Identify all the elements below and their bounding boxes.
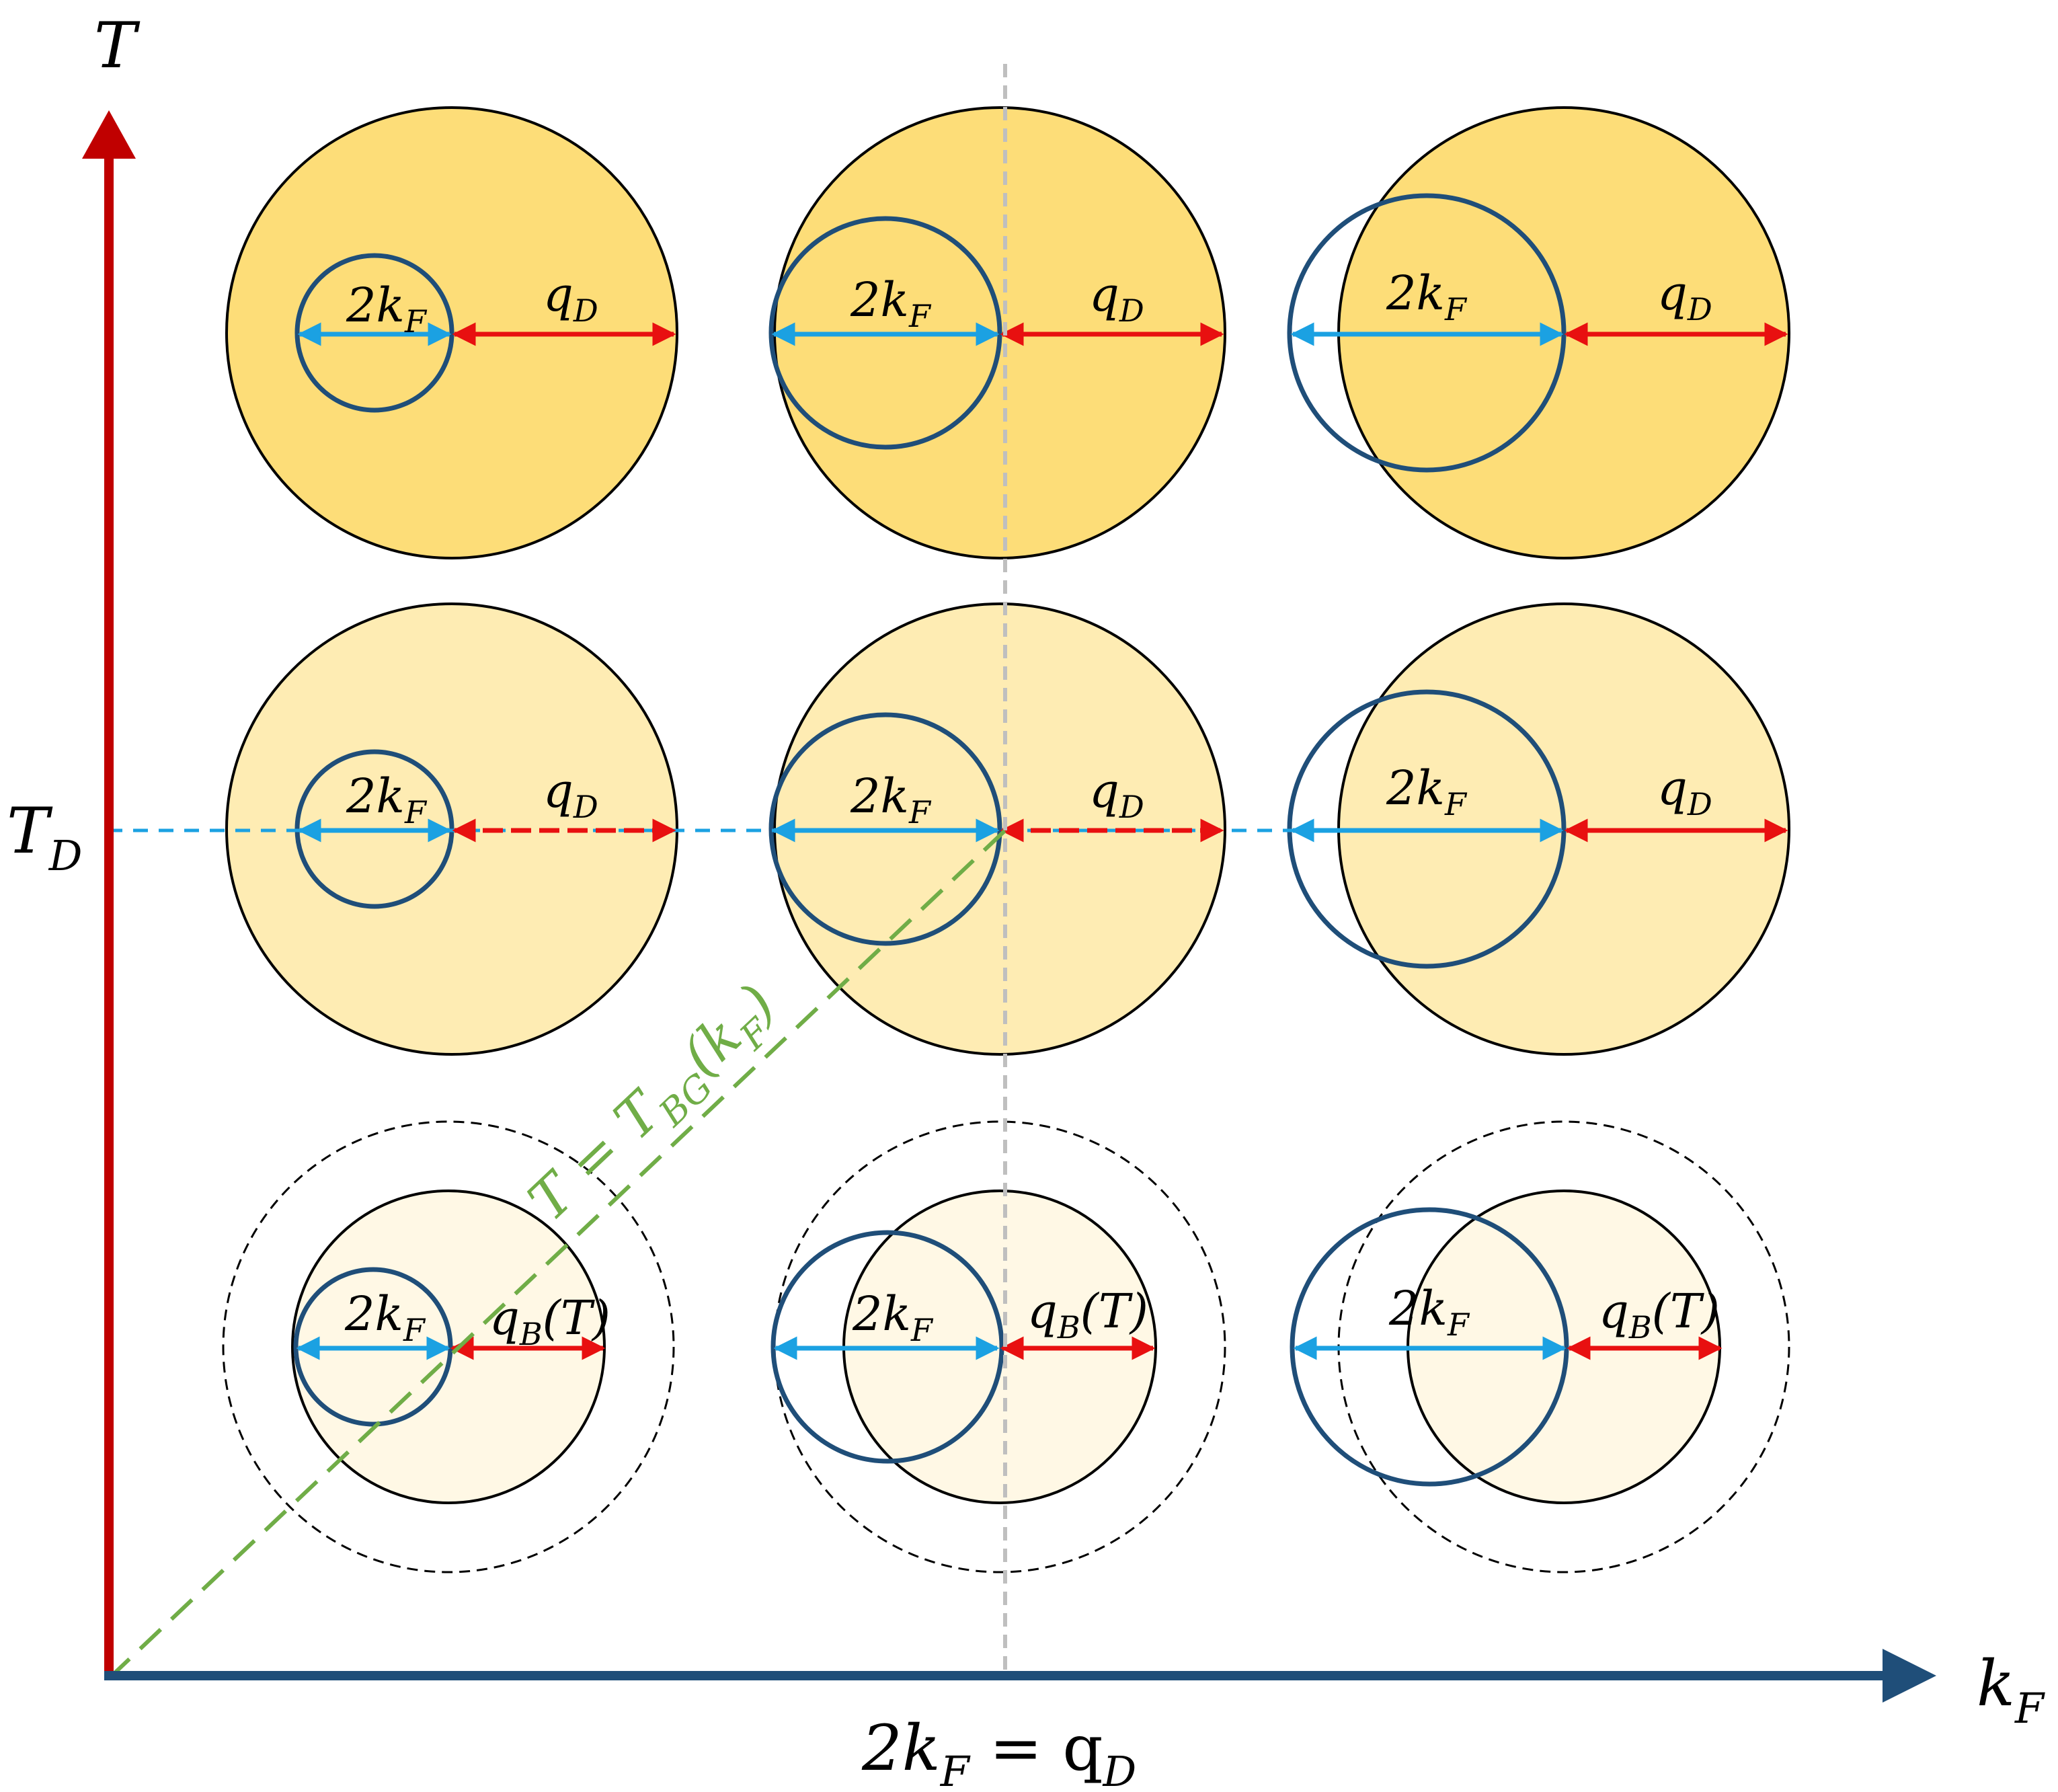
qd-label: qD: [543, 267, 598, 329]
kf-label: 2kF: [1386, 761, 1468, 822]
fermi-circle: [1290, 1207, 1569, 1487]
qb-label: qB(T): [489, 1290, 610, 1352]
kf-label: 2kF: [346, 769, 428, 830]
qb-label: qB(T): [1599, 1284, 1720, 1346]
kf-label: 2kF: [850, 272, 932, 334]
qb-label: qB(T): [1027, 1284, 1148, 1346]
qd-label: qD: [1657, 761, 1712, 822]
cell-bottom-center: [770, 1120, 1226, 1573]
cell-top-left: [225, 106, 678, 559]
row-high-T: [225, 106, 1790, 559]
kf-label: 2kF: [346, 278, 428, 340]
row-high-T-labels: 2kF qD 2kF qD 2kF qD: [346, 266, 1712, 340]
debye-sphere-dashed: [222, 1120, 675, 1573]
cell-bottom-left: [222, 1120, 675, 1573]
row-debye-T: [108, 602, 1790, 1056]
axis-T: [82, 110, 136, 1680]
axis-kF-arrowhead: [1883, 1649, 1936, 1703]
cell-top-right: [1287, 106, 1790, 559]
axis-tick-TD: TD: [7, 795, 82, 880]
row-low-T: [222, 1120, 1790, 1573]
axis-T-label: T: [94, 9, 141, 83]
fermi-circle: [1287, 193, 1567, 473]
kf-label: 2kF: [344, 1286, 426, 1348]
qd-label: qD: [1657, 266, 1712, 327]
cell-top-center: [768, 106, 1226, 559]
row-low-T-labels: 2kF qB(T) 2kF qB(T) 2kF qB(T): [344, 1281, 1720, 1352]
qd-label: qD: [543, 763, 598, 825]
axis-kF: [104, 1649, 1936, 1703]
cell-mid-center: [768, 602, 1226, 1056]
bloch-gruneisen-line: [107, 828, 1007, 1680]
axis-kF-label: kF: [1977, 1647, 2045, 1733]
kf-label: 2kF: [1386, 266, 1468, 327]
qd-label: qD: [1089, 763, 1144, 825]
kf-label: 2kF: [850, 769, 932, 830]
axis-T-arrowhead: [82, 110, 136, 159]
qd-label: qD: [1089, 267, 1144, 329]
kf-label: 2kF: [852, 1286, 934, 1348]
row-debye-T-labels: 2kF qD 2kF qD 2kF qD: [346, 761, 1712, 830]
fermi-circle: [768, 216, 1002, 450]
kf-label: 2kF: [1388, 1281, 1470, 1343]
fermi-circle: [768, 712, 1002, 946]
axis-tick-2kf-eq-qd: 2kF = qD: [861, 1712, 1136, 1792]
fermi-circle: [294, 253, 454, 413]
cell-bottom-right: [1290, 1120, 1790, 1573]
